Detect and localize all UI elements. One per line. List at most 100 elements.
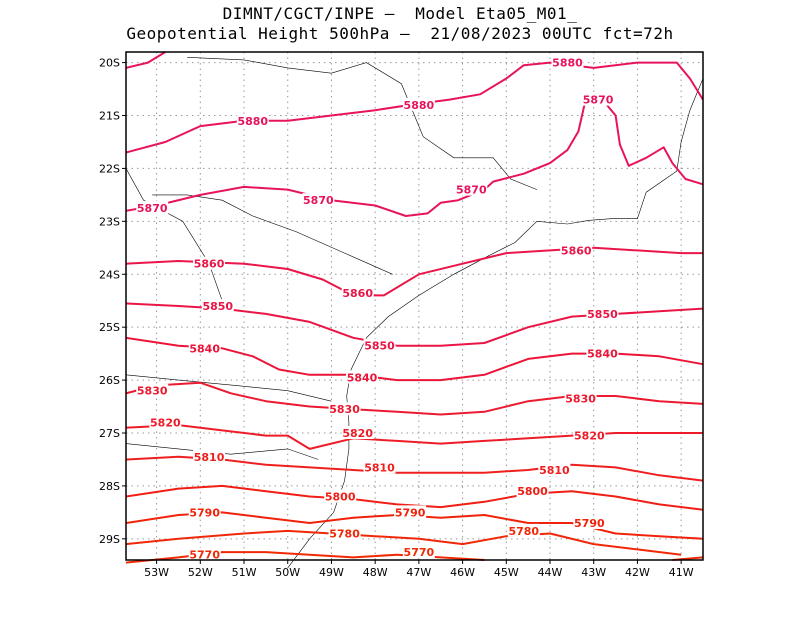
x-tick-label: 52W [188, 566, 213, 579]
coastlines [125, 57, 704, 569]
y-tick-label: 28S [99, 480, 120, 493]
x-tick-label: 42W [625, 566, 650, 579]
coastline [152, 194, 393, 275]
contour-label-bg [564, 391, 597, 405]
contour-label-5870: 5870 [137, 202, 168, 215]
x-tick-label: 53W [144, 566, 169, 579]
contour-5880 [125, 61, 704, 154]
contour-label-5870: 5870 [456, 184, 487, 197]
contour-label-bg [149, 415, 182, 429]
contour-label-5770: 5770 [189, 549, 220, 562]
x-tick-label: 50W [275, 566, 300, 579]
y-tick-label: 22S [99, 162, 120, 175]
contour-label-5850: 5850 [587, 308, 618, 321]
contour-label-5820: 5820 [342, 427, 373, 440]
contour-label-5850: 5850 [364, 340, 395, 353]
contour-5810 [125, 455, 704, 482]
coastline [125, 443, 319, 460]
contour-label-bg [193, 449, 226, 463]
x-tick-label: 47W [406, 566, 431, 579]
y-tick-label: 20S [99, 57, 120, 70]
x-tick-label: 44W [538, 566, 563, 579]
contour-label-bg [551, 55, 584, 69]
contour-label-5870: 5870 [583, 94, 614, 107]
contour-label-bg [402, 97, 435, 111]
contour-label-bg [201, 299, 234, 312]
contour-label-5880: 5880 [404, 99, 435, 112]
contour-label-bg [188, 341, 221, 355]
x-tick-label: 51W [232, 566, 257, 579]
contour-label-bg [402, 545, 435, 559]
contour-label-bg [324, 489, 357, 503]
contour-label-5780: 5780 [329, 528, 360, 541]
contour-label-5790: 5790 [395, 506, 426, 519]
contour-label-bg [136, 201, 169, 215]
y-tick-label: 23S [99, 215, 120, 228]
contour-label-5860: 5860 [194, 258, 225, 271]
contour-label-bg [538, 463, 571, 477]
contour-label-5840: 5840 [347, 371, 378, 384]
contour-label-bg [560, 243, 593, 257]
contour-labels: 5880 5880 5880 5870 5870 5870 5870 5860 5860 5860… [136, 55, 619, 562]
contour-5780 [125, 529, 682, 556]
contour-label-bg [136, 383, 169, 397]
contour-label-5810: 5810 [194, 451, 225, 464]
contour-label-bg [363, 338, 396, 352]
contour-label-5800: 5800 [517, 485, 548, 498]
contour-label-bg [236, 113, 269, 127]
contour-label-bg [394, 505, 427, 519]
contour-label-bg [573, 428, 606, 442]
y-tick-label: 25S [99, 321, 120, 334]
contour-label-bg [193, 256, 226, 270]
contour-label-5830: 5830 [565, 393, 596, 406]
contour-label-bg [188, 505, 221, 519]
contour-label-5830: 5830 [137, 385, 168, 398]
contour-label-bg [302, 193, 335, 207]
contour-label-bg [341, 426, 374, 439]
contour-label-5810: 5810 [364, 461, 395, 474]
y-tick-label: 21S [99, 110, 120, 123]
contour-label-5880: 5880 [552, 57, 583, 70]
contour-label-bg [346, 370, 379, 384]
x-tick-label: 49W [319, 566, 344, 579]
y-tick-label: 24S [99, 268, 120, 281]
contour-label-5860: 5860 [561, 244, 592, 257]
contour-5860 [125, 246, 703, 297]
contour-label-5870: 5870 [303, 194, 334, 207]
contour-label-bg [363, 460, 396, 474]
contour-label-5780: 5780 [508, 525, 539, 538]
contour-label-5840: 5840 [189, 342, 220, 355]
contour-label-5790: 5790 [189, 506, 220, 519]
contour-5870 [125, 98, 704, 217]
contour-label-bg [455, 182, 488, 196]
header-title-line2: Geopotential Height 500hPa – 21/08/2023 … [126, 24, 674, 43]
contour-label-bg [328, 526, 361, 540]
contour-label-bg [188, 547, 221, 561]
contour-label-bg [516, 484, 549, 498]
contour-label-5880: 5880 [237, 115, 268, 128]
x-tick-label: 41W [669, 566, 694, 579]
contour-label-5820: 5820 [574, 430, 605, 443]
contour-label-5810: 5810 [539, 464, 570, 477]
y-tick-label: 29S [99, 533, 120, 546]
contour-label-bg [328, 402, 361, 416]
contour-label-bg [582, 92, 615, 106]
plot-frame [125, 51, 704, 561]
y-tick-label: 27S [99, 427, 120, 440]
y-tick-label: 26S [99, 374, 120, 387]
contour-5830 [125, 381, 704, 416]
contour-5820 [125, 424, 703, 450]
x-tick-label: 43W [581, 566, 606, 579]
coastline [125, 374, 332, 402]
grid-lines [126, 52, 703, 560]
longitude-axis: 53W 52W 51W 50W 49W 48W 47W 46W 45W 44W 43W 42W 41W [144, 560, 694, 579]
header-title-line1: DIMNT/CGCT/INPE – Model Eta05_M01_ [222, 4, 578, 23]
contour-label-5840: 5840 [587, 348, 618, 361]
contour-label-bg [507, 523, 540, 537]
coastline [187, 57, 538, 190]
contour-label-5830: 5830 [329, 403, 360, 416]
contour-label-5770: 5770 [404, 546, 435, 559]
contour-label-5800: 5800 [325, 491, 356, 504]
contour-label-5790: 5790 [574, 517, 605, 530]
